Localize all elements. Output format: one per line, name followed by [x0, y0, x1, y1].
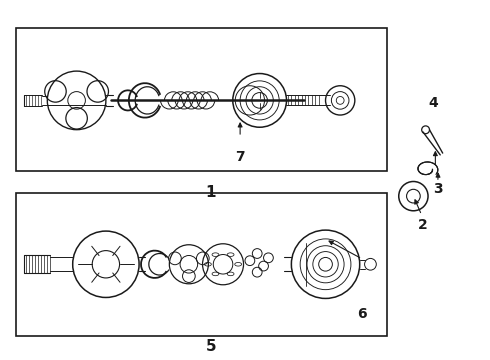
Text: 5: 5: [205, 339, 216, 354]
Bar: [16, 28, 387, 171]
Text: 2: 2: [418, 218, 428, 232]
Text: 7: 7: [235, 150, 245, 164]
Text: 6: 6: [357, 307, 367, 321]
Bar: [16, 193, 387, 336]
Text: 1: 1: [206, 185, 216, 200]
Text: 4: 4: [428, 96, 438, 110]
Text: 3: 3: [433, 182, 442, 196]
